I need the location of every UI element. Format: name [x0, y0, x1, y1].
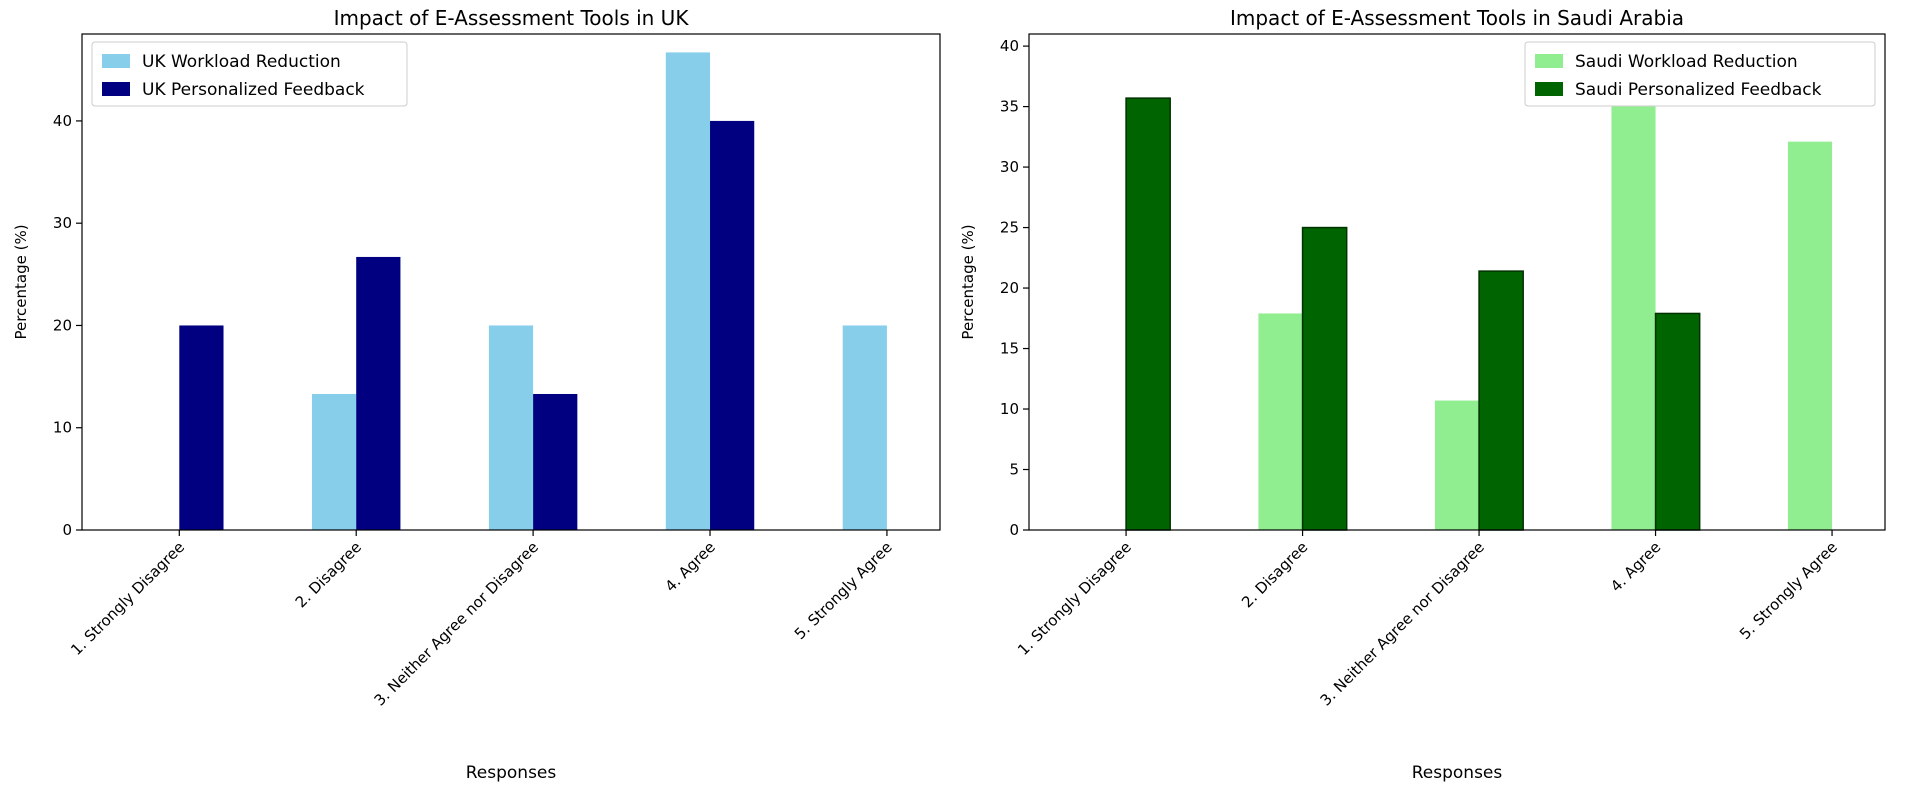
y-tick-label: 30: [1000, 158, 1019, 176]
bar: [1478, 270, 1524, 531]
plot-frame: [81, 33, 941, 531]
plot-frame: [1028, 33, 1886, 531]
x-tick-label: 3. Neither Agree nor Disagree: [371, 538, 542, 709]
bar: [311, 393, 357, 530]
legend-swatch: [102, 82, 130, 96]
bar: [1301, 226, 1348, 531]
bar: [179, 325, 224, 530]
bar: [356, 256, 401, 530]
y-tick-label: 20: [53, 316, 72, 334]
y-tick-label: 10: [53, 419, 72, 437]
x-tick-label: 2. Disagree: [1238, 538, 1311, 611]
chart-title: Impact of E-Assessment Tools in UK: [334, 6, 690, 30]
legend-swatch: [102, 54, 130, 68]
y-tick-label: 40: [1000, 37, 1019, 55]
chart-panel-2: 0 5 10 15 20 25 30 35 40 1. Strongly Disagree 2. D…: [959, 6, 1886, 783]
y-tick-label: 10: [1000, 400, 1019, 418]
y-tick-label: 0: [62, 521, 72, 539]
x-tick-label: 5. Strongly Agree: [791, 538, 896, 643]
bar: [1654, 312, 1701, 531]
legend-entry: UK Workload Reduction: [142, 52, 341, 72]
y-tick-label: 20: [1000, 279, 1019, 297]
y-axis-label: Percentage (%): [12, 224, 30, 339]
bar: [1258, 313, 1303, 530]
x-tick-label: 4. Agree: [1607, 538, 1664, 595]
bar: [710, 120, 755, 531]
y-tick-label: 30: [53, 214, 72, 232]
legend: UK Workload Reduction UK Personalized Fee…: [91, 41, 408, 107]
x-tick-label: 5. Strongly Agree: [1736, 538, 1841, 643]
x-tick-label: 4. Agree: [661, 538, 718, 595]
legend: Saudi Workload Reduction Saudi Personaliz…: [1524, 41, 1876, 107]
y-tick-label: 35: [1000, 98, 1019, 116]
chart-panel-1: 0 10 20 30 40 1. Strongly Disagree 2. Disagree…: [12, 6, 941, 783]
legend-swatch: [1535, 82, 1563, 96]
x-tick-label: 1. Strongly Disagree: [67, 538, 188, 659]
y-tick-label: 15: [1000, 340, 1019, 358]
bar: [842, 325, 887, 530]
legend-entry: Saudi Workload Reduction: [1575, 52, 1798, 72]
x-tick-label: 3. Neither Agree nor Disagree: [1317, 538, 1488, 709]
bar: [1434, 400, 1480, 530]
bar: [488, 325, 534, 530]
x-axis-label: Responses: [1412, 763, 1503, 783]
x-tick-label: 2. Disagree: [292, 538, 365, 611]
bar: [1611, 54, 1656, 530]
bar: [665, 52, 711, 530]
legend-entry: Saudi Personalized Feedback: [1575, 80, 1822, 100]
y-tick-label: 25: [1000, 219, 1019, 237]
x-axis-label: Responses: [466, 763, 557, 783]
legend-entry: UK Personalized Feedback: [142, 80, 365, 100]
legend-swatch: [1535, 54, 1563, 68]
bar: [1787, 141, 1833, 531]
chart-title: Impact of E-Assessment Tools in Saudi Ar…: [1230, 6, 1684, 30]
bar: [1125, 97, 1171, 531]
y-tick-label: 5: [1009, 461, 1019, 479]
y-tick-label: 0: [1009, 521, 1019, 539]
y-tick-label: 40: [53, 112, 72, 130]
y-axis-label: Percentage (%): [959, 224, 977, 339]
x-tick-label: 1. Strongly Disagree: [1014, 538, 1135, 659]
bar: [533, 393, 578, 530]
